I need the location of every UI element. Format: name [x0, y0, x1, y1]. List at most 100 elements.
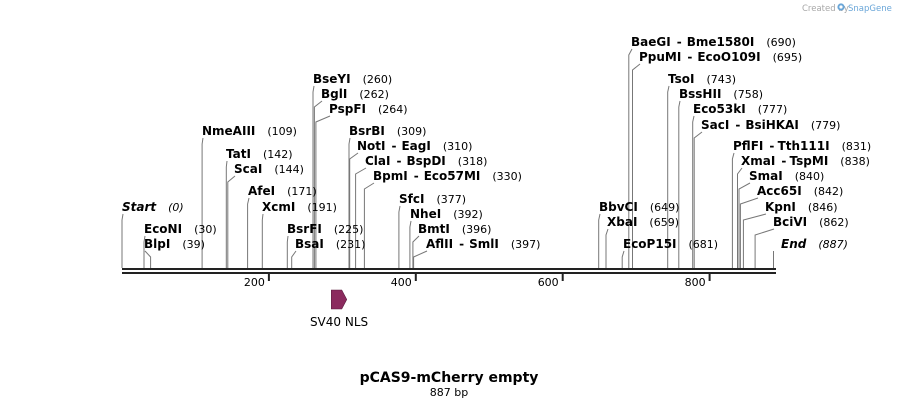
site-position: (309): [397, 125, 427, 138]
site-position: (310): [443, 140, 473, 153]
site-name: BciVI: [773, 215, 807, 229]
site-label-bseyi: BseYI (260): [313, 72, 392, 86]
site-label-bgli: BglI (262): [321, 87, 389, 101]
alias-dash: -: [396, 154, 401, 168]
leader-nmeaiii: [201, 137, 204, 268]
site-label-pflfi: PflFI - Tth111I (831): [733, 139, 871, 153]
alias-dash: -: [677, 35, 682, 49]
site-alias: EcoO109I: [697, 50, 760, 64]
site-label-bmti: BmtI (396): [418, 222, 491, 236]
leader-blpi: [144, 250, 152, 268]
site-name: EcoP15I: [623, 237, 677, 251]
site-label-xmai: XmaI - TspMI (838): [741, 154, 870, 168]
site-alias: BsiHKAI: [745, 118, 799, 132]
leader-nhei: [409, 220, 412, 268]
site-position: (690): [766, 36, 796, 49]
site-position: (392): [453, 208, 483, 221]
leader-xmai: [737, 167, 743, 268]
plasmid-title: pCAS9-mCherry empty: [360, 370, 539, 386]
site-label-bcivi: BciVI (862): [773, 215, 849, 229]
site-label-baegi: BaeGI - Bme1580I (690): [631, 35, 796, 49]
site-alias: EagI: [401, 139, 430, 153]
site-label-bbvci: BbvCI (649): [599, 200, 679, 214]
leader-baegi: [628, 48, 633, 268]
tick-label-800: 800: [685, 276, 706, 289]
site-label-start: Start (0): [122, 200, 184, 214]
site-position: (842): [814, 185, 844, 198]
credit-brand: SnapGene: [848, 4, 892, 14]
site-label-noti: NotI - EagI (310): [357, 139, 472, 153]
site-name: XcmI: [262, 200, 295, 214]
site-label-econi: EcoNI (30): [144, 222, 217, 236]
leader-sfci: [398, 205, 401, 268]
site-name: BseYI: [313, 72, 351, 86]
leader-kpni: [742, 213, 767, 268]
features: SV40 NLS: [310, 289, 368, 329]
leader-afei: [247, 197, 250, 268]
leader-pflfi: [731, 152, 735, 268]
site-label-blpi: BlpI (39): [144, 237, 205, 251]
leader-saci: [693, 131, 703, 268]
backbone-top-strand: [122, 268, 776, 270]
site-name: SmaI: [749, 169, 783, 183]
site-position: (659): [649, 216, 679, 229]
leader-aflii: [413, 250, 428, 268]
site-position: (171): [287, 185, 317, 198]
leader-bcivi: [754, 228, 775, 268]
site-label-bsshii: BssHII (758): [679, 87, 763, 101]
site-label-tsoi: TsoI (743): [668, 72, 736, 86]
alias-dash: -: [769, 139, 774, 153]
site-label-sfci: SfcI (377): [399, 192, 466, 206]
snapgene-logo-icon: [837, 3, 845, 11]
site-name: ScaI: [234, 162, 262, 176]
feature-arrow-sv40-nls[interactable]: [331, 289, 348, 310]
leader-bpmi: [363, 182, 375, 268]
site-position: (397): [511, 238, 541, 251]
site-label-nhei: NheI (392): [410, 207, 483, 221]
site-name: BmtI: [418, 222, 450, 236]
site-position: (330): [492, 170, 522, 183]
site-alias: SmlI: [469, 237, 499, 251]
leader-bsrbi: [348, 137, 351, 268]
snapgene-credit: Created by SnapGene: [802, 3, 892, 14]
site-position: (396): [462, 223, 492, 236]
alias-dash: -: [687, 50, 692, 64]
site-name: SacI: [701, 118, 729, 132]
site-position: (30): [194, 223, 217, 236]
site-position: (743): [706, 73, 736, 86]
leader-bsrfi: [286, 235, 289, 268]
site-name: TatI: [226, 147, 251, 161]
site-position: (109): [267, 125, 297, 138]
alias-dash: -: [392, 139, 397, 153]
site-label-eco53ki: Eco53kI (777): [693, 102, 787, 116]
site-position: (231): [336, 238, 366, 251]
site-position: (862): [819, 216, 849, 229]
site-position: (840): [795, 170, 825, 183]
site-position: (260): [363, 73, 393, 86]
leader-smai: [738, 182, 751, 268]
leader-bgli: [313, 100, 323, 268]
site-name: BsaI: [295, 237, 324, 251]
site-name: EcoNI: [144, 222, 182, 236]
site-label-kpni: KpnI (846): [765, 200, 838, 214]
site-label-acc65i: Acc65I (842): [757, 184, 843, 198]
site-name: BlpI: [144, 237, 170, 251]
leader-noti: [349, 152, 359, 268]
site-position: (144): [274, 163, 304, 176]
site-position: (758): [733, 88, 763, 101]
site-name: BsrBI: [349, 124, 385, 138]
site-label-afei: AfeI (171): [248, 184, 317, 198]
site-position: (39): [182, 238, 205, 251]
site-leaders: [121, 48, 775, 268]
tick-label-600: 600: [538, 276, 559, 289]
leader-eco53ki: [692, 115, 695, 268]
site-alias: Bme1580I: [687, 35, 755, 49]
site-label-clai: ClaI - BspDI (318): [365, 154, 487, 168]
site-name: SfcI: [399, 192, 424, 206]
alias-dash: -: [781, 154, 786, 168]
tick-label-400: 400: [391, 276, 412, 289]
plasmid-length: 887 bp: [430, 386, 468, 399]
site-position: (0): [168, 201, 184, 214]
leader-start: [121, 213, 124, 268]
site-position: (225): [334, 223, 364, 236]
